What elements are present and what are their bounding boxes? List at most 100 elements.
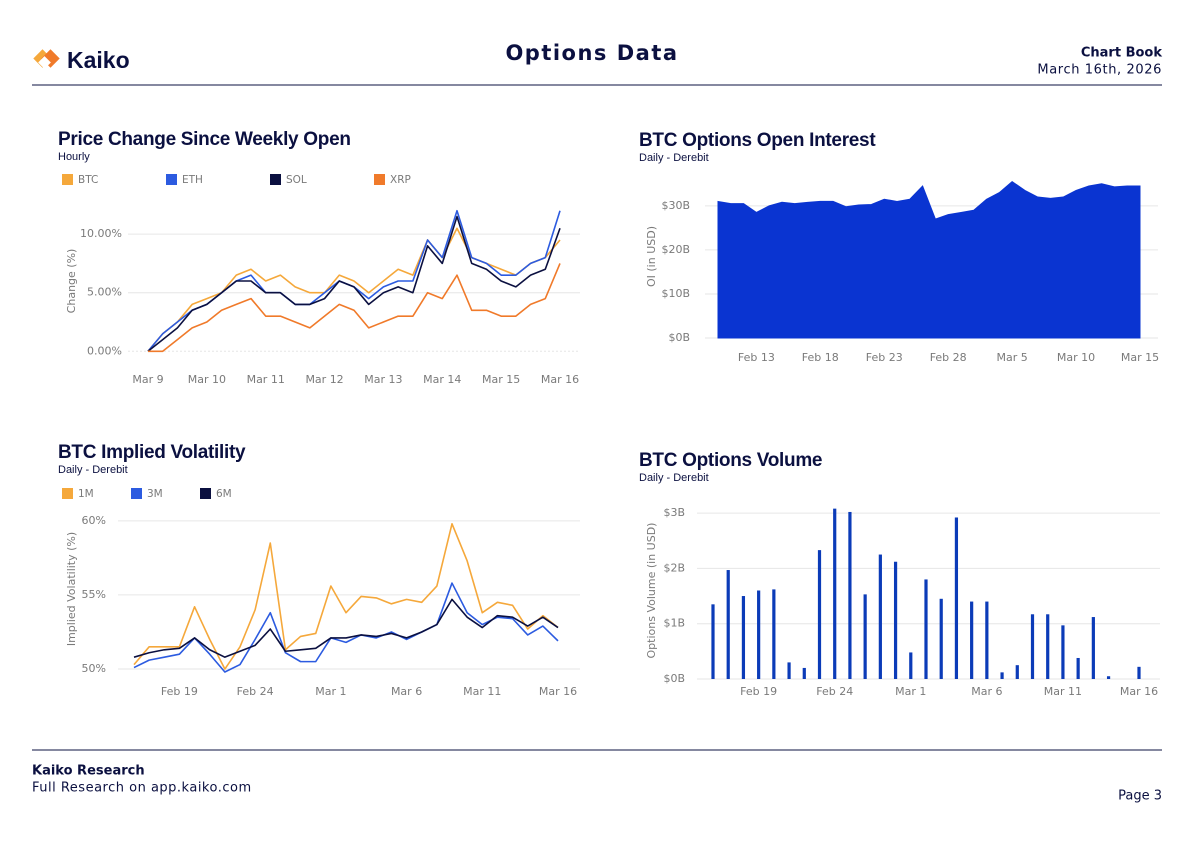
logo xyxy=(33,49,60,69)
x-tick-label: Feb 19 xyxy=(161,685,198,698)
page-number: Page 3 xyxy=(1118,789,1162,804)
bar xyxy=(863,594,867,679)
x-tick-label: Feb 23 xyxy=(866,351,903,364)
legend-swatch xyxy=(374,174,385,185)
legend-swatch xyxy=(62,174,73,185)
bar xyxy=(985,601,989,679)
bar xyxy=(741,596,746,679)
line-series xyxy=(133,598,559,658)
legend-label: XRP xyxy=(390,174,411,186)
legend-swatch xyxy=(62,488,73,499)
x-tick-label: Mar 10 xyxy=(188,373,226,386)
y-axis-label: Change (%) xyxy=(65,249,78,314)
line-series xyxy=(133,582,559,673)
page-title: Options Data xyxy=(505,41,678,65)
area-series xyxy=(717,180,1141,339)
x-tick-label: Mar 16 xyxy=(539,685,577,698)
line-series xyxy=(147,215,561,352)
bar xyxy=(1015,665,1019,679)
x-tick-label: Mar 11 xyxy=(463,685,501,698)
legend-label: BTC xyxy=(78,174,98,186)
legend-label: 3M xyxy=(147,488,163,500)
x-tick-label: Mar 16 xyxy=(1120,685,1158,698)
chart-subtitle: Daily - Derebit xyxy=(639,472,709,484)
chart-subtitle: Hourly xyxy=(58,151,90,163)
x-tick-label: Mar 11 xyxy=(247,373,285,386)
legend-swatch xyxy=(131,488,142,499)
x-tick-label: Mar 14 xyxy=(423,373,461,386)
x-tick-label: Mar 5 xyxy=(996,351,1027,364)
report-date: March 16th, 2026 xyxy=(1037,63,1162,78)
y-tick-label: $2B xyxy=(663,561,685,574)
bar xyxy=(802,667,806,679)
bar xyxy=(833,508,837,679)
y-tick-label: 5.00% xyxy=(87,286,122,299)
footer-link: Full Research on app.kaiko.com xyxy=(32,781,252,796)
x-tick-label: Mar 1 xyxy=(315,685,346,698)
x-tick-label: Mar 6 xyxy=(971,685,1002,698)
bar xyxy=(772,589,776,679)
x-tick-label: Feb 18 xyxy=(802,351,839,364)
y-axis-label: Options Volume (in USD) xyxy=(645,523,658,659)
x-tick-label: Mar 11 xyxy=(1044,685,1082,698)
y-tick-label: $0B xyxy=(668,331,690,344)
x-tick-label: Mar 10 xyxy=(1057,351,1095,364)
chart-title: BTC Implied Volatility xyxy=(58,442,246,463)
x-tick-label: Feb 28 xyxy=(930,351,967,364)
legend-swatch xyxy=(200,488,211,499)
x-tick-label: Mar 6 xyxy=(391,685,422,698)
y-axis-label: OI (in USD) xyxy=(645,226,658,287)
line-series xyxy=(148,263,561,353)
bar xyxy=(1106,676,1111,679)
y-tick-label: $0B xyxy=(663,672,685,685)
y-axis-label: Implied Volatility (%) xyxy=(65,532,78,646)
book-name: Chart Book xyxy=(1081,46,1162,61)
x-tick-label: Feb 13 xyxy=(738,351,775,364)
bar xyxy=(924,579,928,679)
logo-text: Kaiko xyxy=(67,47,130,73)
x-tick-label: Mar 1 xyxy=(895,685,926,698)
chart-title: BTC Options Volume xyxy=(639,450,822,471)
x-tick-label: Feb 24 xyxy=(816,685,853,698)
y-tick-label: $10B xyxy=(661,287,690,300)
bar xyxy=(878,554,882,679)
chart-subtitle: Daily - Derebit xyxy=(58,464,128,476)
bar xyxy=(1137,666,1141,679)
chart-subtitle: Daily - Derebit xyxy=(639,152,709,164)
bar xyxy=(1076,657,1080,679)
legend-swatch xyxy=(166,174,177,185)
y-tick-label: $30B xyxy=(661,199,690,212)
bar xyxy=(817,550,822,679)
y-tick-label: $1B xyxy=(663,617,685,630)
y-tick-label: 10.00% xyxy=(80,227,122,240)
footer-brand: Kaiko Research xyxy=(32,764,145,779)
bar xyxy=(954,517,959,679)
chart-title: BTC Options Open Interest xyxy=(639,130,876,151)
bar xyxy=(939,598,943,679)
x-tick-label: Mar 15 xyxy=(482,373,520,386)
y-tick-label: $3B xyxy=(663,506,685,519)
y-tick-label: 50% xyxy=(82,662,106,675)
y-tick-label: 60% xyxy=(82,514,106,527)
x-tick-label: Mar 13 xyxy=(364,373,402,386)
x-tick-label: Mar 15 xyxy=(1121,351,1159,364)
bar xyxy=(970,601,974,679)
chart-title: Price Change Since Weekly Open xyxy=(58,129,351,150)
bar xyxy=(848,511,852,679)
bar xyxy=(711,604,715,679)
bar xyxy=(909,652,913,679)
y-tick-label: $20B xyxy=(661,243,690,256)
line-series xyxy=(133,522,559,670)
legend-swatch xyxy=(270,174,281,185)
y-tick-label: 0.00% xyxy=(87,344,122,357)
bar xyxy=(1046,614,1050,679)
x-tick-label: Feb 19 xyxy=(740,685,777,698)
x-tick-label: Mar 9 xyxy=(132,373,163,386)
legend-label: ETH xyxy=(182,174,203,186)
bar xyxy=(726,570,730,679)
bar xyxy=(1091,617,1095,679)
y-tick-label: 55% xyxy=(82,588,106,601)
bar xyxy=(1030,614,1035,679)
legend-label: 1M xyxy=(78,488,94,500)
